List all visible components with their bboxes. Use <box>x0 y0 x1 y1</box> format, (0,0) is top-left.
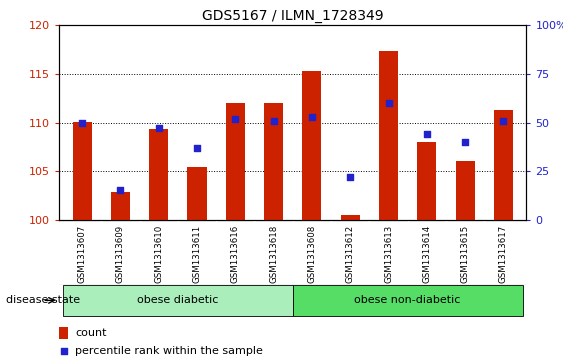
Bar <box>226 103 245 220</box>
Text: GSM1313608: GSM1313608 <box>307 225 316 283</box>
Text: GSM1313616: GSM1313616 <box>231 225 240 283</box>
Point <box>346 174 355 180</box>
Text: GSM1313612: GSM1313612 <box>346 225 355 283</box>
Text: GSM1313611: GSM1313611 <box>193 225 202 283</box>
Text: obese diabetic: obese diabetic <box>137 295 218 305</box>
Point <box>461 139 470 145</box>
Bar <box>302 71 321 220</box>
Text: GSM1313609: GSM1313609 <box>116 225 125 283</box>
Point <box>307 114 316 119</box>
Point <box>193 145 202 151</box>
Bar <box>293 285 522 316</box>
Bar <box>417 142 436 220</box>
Text: GSM1313615: GSM1313615 <box>461 225 470 283</box>
Point <box>269 118 278 123</box>
Bar <box>455 161 475 220</box>
Text: GSM1313614: GSM1313614 <box>422 225 431 283</box>
Title: GDS5167 / ILMN_1728349: GDS5167 / ILMN_1728349 <box>202 9 383 23</box>
Text: GSM1313607: GSM1313607 <box>78 225 87 283</box>
Point <box>422 131 431 137</box>
Text: disease state: disease state <box>6 295 80 305</box>
Text: obese non-diabetic: obese non-diabetic <box>355 295 461 305</box>
Text: GSM1313610: GSM1313610 <box>154 225 163 283</box>
Point <box>116 188 125 193</box>
Bar <box>264 103 283 220</box>
Bar <box>149 129 168 220</box>
Bar <box>63 285 293 316</box>
Point <box>384 100 393 106</box>
Point <box>231 116 240 122</box>
Bar <box>111 192 130 220</box>
Text: GSM1313618: GSM1313618 <box>269 225 278 283</box>
Bar <box>494 110 513 220</box>
Point <box>78 119 87 125</box>
Text: percentile rank within the sample: percentile rank within the sample <box>75 346 263 356</box>
Point <box>499 118 508 123</box>
Text: count: count <box>75 328 107 338</box>
Bar <box>341 215 360 220</box>
Point <box>154 126 163 131</box>
Text: GSM1313617: GSM1313617 <box>499 225 508 283</box>
Bar <box>379 51 398 220</box>
Text: GSM1313613: GSM1313613 <box>384 225 393 283</box>
Bar <box>187 167 207 220</box>
Point <box>59 348 68 354</box>
Bar <box>59 327 69 339</box>
Bar <box>73 122 92 220</box>
